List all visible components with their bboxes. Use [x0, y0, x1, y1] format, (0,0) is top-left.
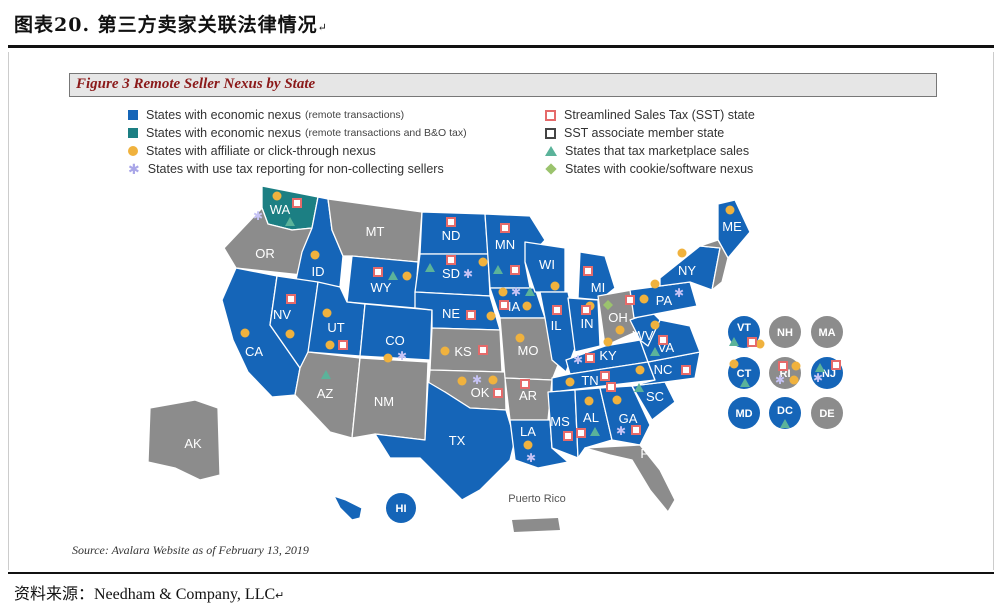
state-IN — [567, 297, 601, 353]
orange-circle-icon — [128, 146, 138, 156]
label-MT: MT — [366, 224, 385, 239]
state-ME — [717, 199, 751, 259]
label-MS: MS — [550, 414, 570, 429]
label-NY: NY — [678, 263, 696, 278]
label-PA: PA — [656, 293, 673, 308]
label-IL: IL — [551, 318, 562, 333]
label-AL: AL — [583, 410, 599, 425]
hi-circle — [386, 493, 416, 523]
legend-item-affiliate: States with affiliate or click-through n… — [128, 142, 467, 160]
label-NJ: NJ — [822, 368, 836, 380]
state-HI — [333, 495, 363, 521]
label-GA: GA — [619, 411, 638, 426]
label-VT: VT — [737, 322, 751, 334]
label-MN: MN — [495, 237, 515, 252]
label-CO: CO — [385, 333, 405, 348]
state-TX — [374, 381, 516, 501]
ne-circle-DE — [811, 397, 843, 429]
legend-item-economic-nexus: States with economic nexus (remote transa… — [128, 106, 467, 124]
label-MI: MI — [591, 280, 605, 295]
label-WI: WI — [539, 257, 555, 272]
legend-item-economic-nexus-bo: States with economic nexus (remote transa… — [128, 124, 467, 142]
dark-square-outline-icon — [545, 127, 556, 139]
label-CA: CA — [245, 344, 263, 359]
state-new-england — [699, 239, 729, 291]
figure-source: Source: Avalara Website as of February 1… — [72, 543, 309, 557]
bottom-rule — [8, 572, 994, 574]
label-KY: KY — [599, 348, 617, 363]
label-MA: MA — [818, 327, 835, 339]
label-OK: OK — [471, 385, 490, 400]
state-FL — [584, 444, 676, 513]
legend-item-sst: Streamlined Sales Tax (SST) state — [545, 106, 755, 124]
label-AR: AR — [519, 388, 537, 403]
label-IN: IN — [581, 316, 594, 331]
legend-item-sst-associate: SST associate member state — [545, 124, 755, 142]
teal-square-icon — [128, 128, 138, 138]
label-ME: ME — [722, 219, 742, 234]
puerto-rico-label: Puerto Rico — [508, 493, 565, 505]
label-FL: FL — [640, 446, 655, 461]
label-LA: LA — [520, 424, 536, 439]
label-WA: WA — [270, 202, 291, 217]
label-CT: CT — [737, 368, 752, 380]
label-DE: DE — [819, 408, 834, 420]
credit-line: 资料来源：Needham & Company, LLC↵ — [14, 586, 285, 603]
figure-frame — [8, 52, 994, 570]
label-OR: OR — [255, 246, 275, 261]
label-WV: WV — [633, 328, 654, 343]
label-NH: NH — [777, 327, 793, 339]
ne-circle-MD — [728, 397, 760, 429]
state-IL — [539, 291, 579, 373]
label-AK: AK — [184, 436, 202, 451]
label-NE: NE — [442, 306, 460, 321]
red-square-outline-icon — [545, 109, 556, 121]
triangle-icon — [545, 146, 557, 156]
label-NM: NM — [374, 394, 394, 409]
legend-left: States with economic nexus (remote transa… — [128, 106, 467, 178]
blue-square-icon — [128, 110, 138, 120]
legend-item-cookie: States with cookie/software nexus — [545, 160, 755, 178]
label-NC: NC — [654, 362, 673, 377]
page-title: 图表20. 第三方卖家关联法律情况↵ — [14, 14, 328, 36]
label-MO: MO — [518, 343, 539, 358]
asterisk-icon: ✱ — [128, 161, 140, 177]
state-AL — [574, 387, 613, 459]
label-MD: MD — [735, 408, 752, 420]
label-HI: HI — [396, 503, 407, 515]
label-SD: SD — [442, 266, 460, 281]
label-NV: NV — [273, 307, 291, 322]
state-AK — [147, 399, 221, 481]
ne-circle-MA — [811, 316, 843, 348]
puerto-rico-shape — [512, 518, 560, 532]
legend-right: Streamlined Sales Tax (SST) state SST as… — [545, 106, 755, 178]
label-ID: ID — [312, 264, 325, 279]
top-rule — [8, 45, 994, 48]
label-IA: IA — [508, 299, 521, 314]
label-ND: ND — [442, 228, 461, 243]
label-WY: WY — [371, 280, 392, 295]
figure-title: Figure 3 Remote Seller Nexus by State — [76, 76, 316, 92]
legend-item-marketplace: States that tax marketplace sales — [545, 142, 755, 160]
ne-circle-DC — [769, 397, 801, 429]
label-TX: TX — [449, 433, 466, 448]
label-DC: DC — [777, 405, 793, 417]
label-KS: KS — [454, 344, 472, 359]
label-UT: UT — [327, 320, 344, 335]
label-AZ: AZ — [317, 386, 334, 401]
label-TN: TN — [581, 373, 598, 388]
ne-circle-NH — [769, 316, 801, 348]
label-SC: SC — [646, 389, 664, 404]
label-OH: OH — [608, 310, 628, 325]
figure-title-box: Figure 3 Remote Seller Nexus by State — [69, 73, 937, 97]
legend-item-use-tax: ✱ States with use tax reporting for non-c… — [128, 161, 444, 177]
